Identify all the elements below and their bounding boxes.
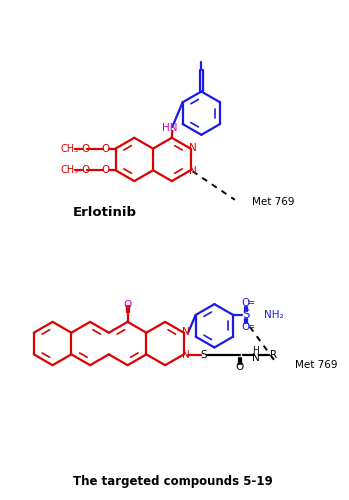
Text: CH₃: CH₃	[61, 166, 79, 175]
Text: NH₂: NH₂	[264, 310, 283, 320]
Text: N: N	[183, 350, 190, 360]
Text: Met 769: Met 769	[252, 197, 294, 207]
Text: N: N	[189, 143, 197, 153]
Text: O: O	[236, 362, 244, 372]
Text: CH₃: CH₃	[61, 144, 79, 154]
Text: O: O	[81, 166, 89, 175]
Text: Met 769: Met 769	[295, 360, 337, 370]
Text: =: =	[247, 298, 255, 308]
Text: N: N	[252, 354, 260, 364]
Text: N: N	[189, 166, 197, 175]
Text: O: O	[102, 144, 110, 154]
Text: The targeted compounds 5-19: The targeted compounds 5-19	[73, 475, 273, 488]
Text: N: N	[183, 327, 190, 337]
Text: =: =	[247, 322, 255, 332]
Text: O: O	[242, 298, 250, 308]
Text: O: O	[124, 300, 132, 310]
Text: O: O	[102, 166, 110, 175]
Text: R: R	[270, 350, 277, 360]
Text: O: O	[242, 322, 250, 332]
Text: S: S	[200, 350, 207, 360]
Text: S: S	[242, 308, 250, 322]
Text: H: H	[252, 346, 259, 355]
Text: Erlotinib: Erlotinib	[73, 206, 137, 219]
Text: HN: HN	[162, 123, 178, 133]
Text: O: O	[81, 144, 89, 154]
